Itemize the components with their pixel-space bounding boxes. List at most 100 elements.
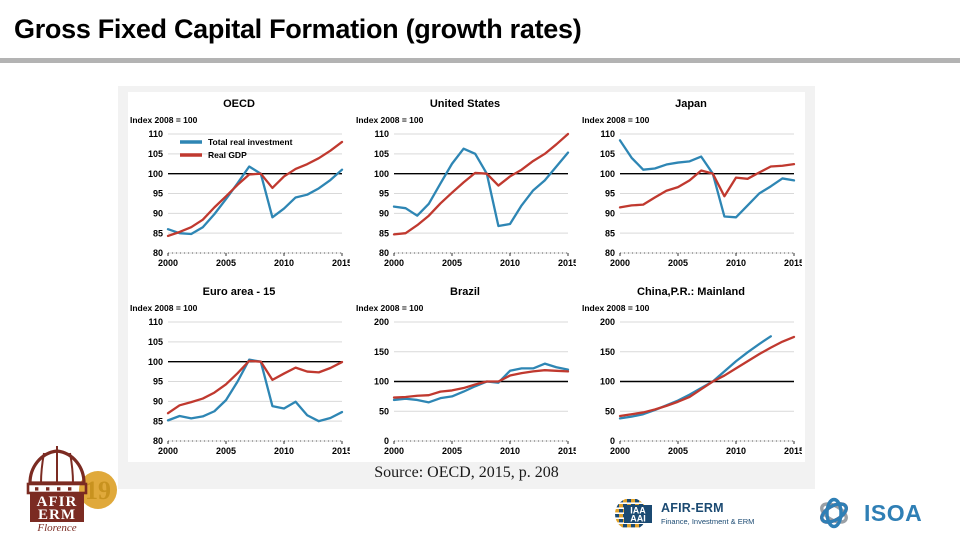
x-tick-label: 2010 — [274, 446, 294, 456]
chart-svg: Brazil Index 2008 = 100 0 50 100 150 200 2000 20… — [356, 286, 576, 456]
y-tick-label: 95 — [153, 189, 163, 199]
y-tick-label: 100 — [148, 357, 163, 367]
x-tick-label: 2000 — [384, 258, 404, 268]
series-line — [166, 165, 344, 236]
page-title: Gross Fixed Capital Formation (growth ra… — [14, 14, 582, 44]
chart-title: Japan — [675, 98, 707, 110]
x-tick-label: 2015 — [784, 446, 802, 456]
series-line — [618, 335, 796, 418]
chart-title: China,P.R.: Mainland — [637, 286, 745, 298]
chart-euro-area-15: Euro area - 15 Index 2008 = 100 80 85 90 95 10… — [128, 282, 350, 467]
afir-erm-florence-logo: 19 AFIR ERM Florence — [22, 442, 118, 534]
chart-united-states: United States Index 2008 = 100 80 85 90 95 100… — [354, 94, 576, 279]
x-tick-label: 2000 — [158, 446, 178, 456]
year-badge-circle — [79, 471, 117, 509]
y-tick-label: 100 — [600, 377, 615, 387]
y-tick-label: 85 — [153, 416, 163, 426]
x-tick-label: 2015 — [558, 258, 576, 268]
y-tick-label: 85 — [605, 228, 615, 238]
iaa-logo-title: AFIR-ERM — [661, 500, 724, 515]
y-tick-label: 100 — [374, 169, 389, 179]
chart-subtitle: Index 2008 = 100 — [356, 115, 424, 125]
iaa-logo-text: AFIR-ERM Finance, Investment & ERM — [661, 500, 755, 527]
chart-subtitle: Index 2008 = 100 — [130, 115, 198, 125]
y-tick-label: 105 — [600, 149, 615, 159]
x-tick-label: 2000 — [384, 446, 404, 456]
y-tick-label: 85 — [379, 228, 389, 238]
x-tick-label: 2010 — [500, 446, 520, 456]
x-tick-label: 2010 — [726, 446, 746, 456]
y-tick-label: 100 — [374, 377, 389, 387]
y-tick-label: 110 — [148, 317, 163, 327]
x-tick-label: 2000 — [610, 446, 630, 456]
iaa-afir-erm-logo: IAA AAI AFIR-ERM Finance, Investment & E… — [612, 492, 787, 536]
florence-logo-line1: AFIR — [37, 494, 78, 510]
y-tick-label: 105 — [148, 149, 163, 159]
x-tick-label: 2015 — [558, 446, 576, 456]
x-tick-label: 2000 — [610, 258, 630, 268]
chart-svg: OECD Index 2008 = 100 80 85 90 95 100 105 110 200… — [130, 98, 350, 268]
series-line — [166, 140, 344, 238]
legend-label: Real GDP — [208, 150, 247, 160]
x-tick-label: 2005 — [216, 258, 236, 268]
y-tick-label: 80 — [153, 248, 163, 258]
florence-duomo-icon: 19 AFIR ERM Florence — [26, 446, 117, 534]
chart-oecd: OECD Index 2008 = 100 80 85 90 95 100 105 110 200… — [128, 94, 350, 279]
source-caption: Source: OECD, 2015, p. 208 — [374, 464, 559, 481]
figure-container: OECD Index 2008 = 100 80 85 90 95 100 105 110 200… — [118, 86, 815, 489]
y-tick-label: 80 — [605, 248, 615, 258]
series-line — [618, 163, 796, 209]
chart-svg: Euro area - 15 Index 2008 = 100 80 85 90 95 10… — [130, 286, 350, 456]
series-line — [392, 147, 570, 228]
chart-subtitle: Index 2008 = 100 — [582, 303, 650, 313]
isoa-rings-icon — [820, 497, 848, 529]
x-tick-label: 2005 — [442, 446, 462, 456]
y-tick-label: 95 — [605, 189, 615, 199]
x-tick-label: 2015 — [332, 446, 350, 456]
y-tick-label: 90 — [153, 397, 163, 407]
isoa-logo: ISOA — [812, 490, 942, 536]
chart-title: United States — [430, 98, 500, 110]
legend-label: Total real investment — [208, 137, 293, 147]
series-line — [618, 139, 796, 219]
y-tick-label: 95 — [153, 377, 163, 387]
y-tick-label: 110 — [148, 129, 163, 139]
y-tick-label: 105 — [374, 149, 389, 159]
series-line — [166, 359, 344, 415]
y-tick-label: 90 — [153, 209, 163, 219]
y-tick-label: 95 — [379, 189, 389, 199]
chart-subtitle: Index 2008 = 100 — [582, 115, 650, 125]
florence-logo-city: Florence — [36, 522, 76, 534]
iaa-globe-icon: IAA AAI — [615, 498, 652, 530]
y-tick-label: 90 — [379, 209, 389, 219]
x-tick-label: 2010 — [726, 258, 746, 268]
chart-title: OECD — [223, 98, 255, 110]
x-tick-label: 2005 — [216, 446, 236, 456]
y-tick-label: 100 — [148, 169, 163, 179]
series-line — [618, 335, 772, 420]
y-tick-label: 80 — [379, 248, 389, 258]
y-tick-label: 200 — [600, 317, 615, 327]
y-tick-label: 0 — [384, 436, 389, 446]
chart-svg: China,P.R.: Mainland Index 2008 = 100 0 50 1… — [582, 286, 802, 456]
chart-subtitle: Index 2008 = 100 — [130, 303, 198, 313]
y-tick-label: 50 — [379, 406, 389, 416]
chart-title: Brazil — [450, 286, 480, 298]
chart-china-mainland: China,P.R.: Mainland Index 2008 = 100 0 50 1… — [580, 282, 802, 467]
x-tick-label: 2005 — [442, 258, 462, 268]
chart-subtitle: Index 2008 = 100 — [356, 303, 424, 313]
y-tick-label: 90 — [605, 209, 615, 219]
y-tick-label: 150 — [374, 347, 389, 357]
x-tick-label: 2015 — [332, 258, 350, 268]
y-tick-label: 0 — [610, 436, 615, 446]
y-tick-label: 110 — [374, 129, 389, 139]
x-tick-label: 2015 — [784, 258, 802, 268]
iaa-badge — [624, 505, 652, 523]
y-tick-label: 80 — [153, 436, 163, 446]
x-tick-label: 2000 — [158, 258, 178, 268]
chart-title: Euro area - 15 — [203, 286, 276, 298]
iaa-logo-subtitle: Finance, Investment & ERM — [661, 516, 755, 526]
y-tick-label: 85 — [153, 228, 163, 238]
x-tick-label: 2010 — [274, 258, 294, 268]
chart-japan: Japan Index 2008 = 100 80 85 90 95 100 105 110 20… — [580, 94, 802, 279]
